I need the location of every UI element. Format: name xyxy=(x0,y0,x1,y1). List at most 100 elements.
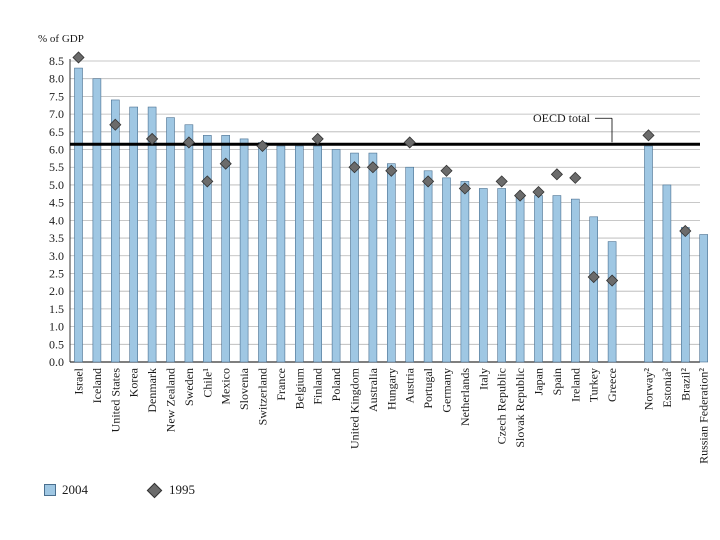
x-tick-label: Korea xyxy=(127,367,141,397)
marker-1995 xyxy=(366,161,379,174)
marker-1995 xyxy=(587,270,600,284)
x-tick-label: United Kingdom xyxy=(348,367,362,449)
bar xyxy=(534,195,543,363)
y-tick-label: 8.0 xyxy=(49,72,64,86)
x-tick-label: Hungary xyxy=(384,368,398,410)
legend-item-2004: 2004 xyxy=(44,482,88,498)
y-tick-label: 6.5 xyxy=(49,125,64,139)
bar xyxy=(221,135,230,363)
y-tick-label: 5.0 xyxy=(49,178,64,192)
legend-item-1995: 1995 xyxy=(146,482,195,498)
bar xyxy=(460,181,470,363)
x-tick-label: Iceland xyxy=(90,368,104,403)
x-tick-label: Japan xyxy=(532,368,546,395)
marker-1995 xyxy=(182,136,195,149)
marker-1995 xyxy=(311,132,324,145)
bar xyxy=(570,198,580,363)
marker-1995 xyxy=(458,182,471,195)
bar xyxy=(111,99,120,363)
bar xyxy=(74,67,83,363)
bar xyxy=(644,145,653,363)
y-tick-label: 2.5 xyxy=(49,266,64,280)
bar xyxy=(552,195,562,363)
marker-1995 xyxy=(201,175,214,188)
x-tick-label: Finland xyxy=(311,368,325,405)
y-tick-label: 4.5 xyxy=(49,196,64,210)
marker-1995 xyxy=(219,157,232,170)
x-tick-label: Australia xyxy=(366,367,380,412)
bar xyxy=(423,170,433,363)
x-tick-label: Switzerland xyxy=(256,368,270,425)
marker-1995 xyxy=(403,136,416,149)
y-axis-label: % of GDP xyxy=(38,33,84,45)
y-tick-label: 7.0 xyxy=(49,107,64,121)
legend-label-1995: 1995 xyxy=(169,482,195,497)
diamond-marker-icon xyxy=(146,482,163,498)
x-tick-label: Brazil² xyxy=(678,368,692,401)
x-tick-label: Norway² xyxy=(642,368,656,411)
y-tick-label: 3.5 xyxy=(49,231,64,245)
marker-1995 xyxy=(440,164,453,177)
y-tick-label: 3.0 xyxy=(49,249,64,263)
x-tick-label: Belgium xyxy=(292,367,306,409)
y-tick-label: 0.5 xyxy=(49,337,64,351)
marker-1995 xyxy=(385,164,398,177)
x-tick-label: Czech Republic xyxy=(495,368,509,444)
marker-1995 xyxy=(569,171,582,184)
bars xyxy=(74,67,709,363)
bar-swatch-icon xyxy=(44,484,56,496)
marker-1995 xyxy=(514,189,527,202)
bar xyxy=(478,188,488,363)
bar xyxy=(239,138,249,363)
bar xyxy=(350,152,359,363)
x-tick-label: Austria xyxy=(403,367,417,403)
marker-1995 xyxy=(679,224,692,238)
x-tick-label: Israel xyxy=(72,367,86,394)
x-tick-label: Netherlands xyxy=(458,368,472,426)
bar xyxy=(515,195,525,363)
bar xyxy=(662,184,672,363)
x-tick-label: New Zealand xyxy=(164,368,178,432)
bar xyxy=(497,188,507,363)
x-tick-label: Russian Federation² xyxy=(697,368,711,464)
bar xyxy=(313,145,323,363)
bar xyxy=(92,78,102,363)
marker-1995 xyxy=(532,185,545,199)
marker-1995 xyxy=(642,129,655,142)
y-tick-label: 2.0 xyxy=(49,284,64,298)
bar xyxy=(589,216,599,363)
bar xyxy=(276,145,286,363)
x-tick-label: Poland xyxy=(329,368,343,401)
marker-1995 xyxy=(495,175,508,188)
markers xyxy=(72,51,692,287)
x-tick-label: United States xyxy=(108,368,122,433)
x-tick-label: Chile¹ xyxy=(200,368,214,398)
x-tick-label: Spain xyxy=(550,368,564,395)
bar xyxy=(184,124,194,363)
marker-1995 xyxy=(256,139,269,153)
y-tick-label: 0.0 xyxy=(49,355,64,369)
marker-1995 xyxy=(348,161,361,174)
legend-label-2004: 2004 xyxy=(62,482,88,497)
legend: 2004 1995 xyxy=(44,482,195,498)
bar xyxy=(294,145,304,363)
y-tick-label: 1.0 xyxy=(49,320,64,334)
x-tick-label: Italy xyxy=(476,368,490,390)
y-tick-label: 5.5 xyxy=(49,160,64,174)
x-tick-label: Turkey xyxy=(587,368,601,402)
x-tick-label: Slovenia xyxy=(237,367,251,410)
x-tick-label: Ireland xyxy=(568,368,582,402)
x-tick-label: Slovak Republic xyxy=(513,368,527,448)
x-tick-label: Portugal xyxy=(421,367,435,408)
bar xyxy=(680,227,690,363)
y-ticks: 0.0 0.5 1.0 1.5 2.0 2.5 3.0 3.5 4.0 4.5 5.0 5.5 6.0 6… xyxy=(49,54,64,369)
y-tick-label: 8.5 xyxy=(49,54,64,68)
x-labels: Israel Iceland United States Korea Denmark Ne… xyxy=(72,367,711,464)
marker-1995 xyxy=(606,274,619,287)
x-tick-label: Greece xyxy=(605,368,619,402)
bar xyxy=(147,106,157,363)
x-tick-label: Sweden xyxy=(182,368,196,406)
y-tick-label: 4.0 xyxy=(49,213,64,227)
y-tick-label: 6.0 xyxy=(49,143,64,157)
